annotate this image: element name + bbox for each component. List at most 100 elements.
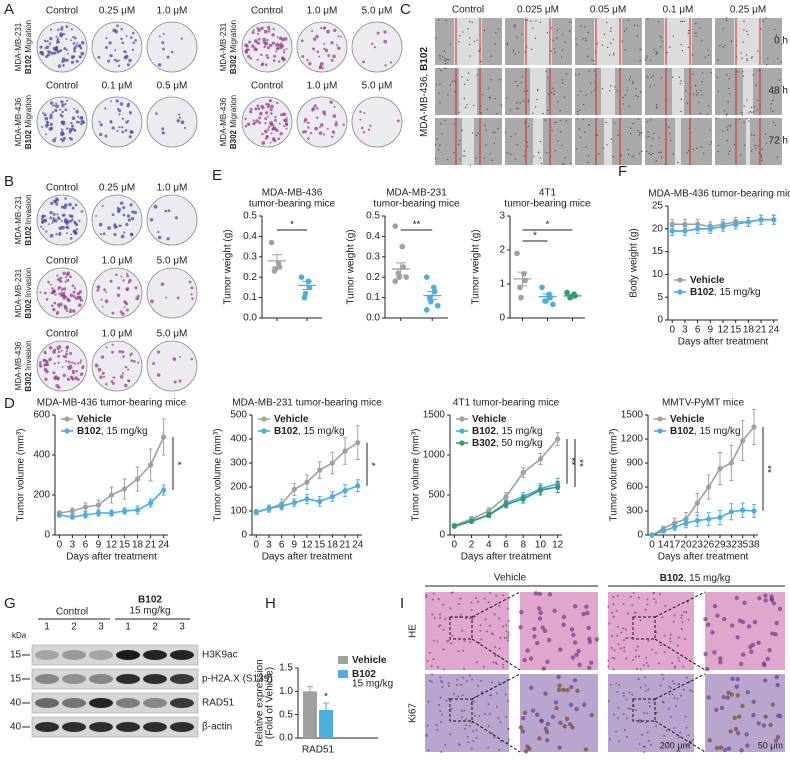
cell-speck bbox=[706, 113, 709, 115]
nucleus bbox=[433, 617, 436, 620]
cell-speck bbox=[173, 380, 177, 384]
legend-name: B302 bbox=[472, 438, 496, 449]
cell-speck bbox=[545, 70, 547, 73]
cell-speck bbox=[244, 50, 249, 54]
cell-speck bbox=[367, 128, 371, 132]
cell-speck bbox=[255, 119, 260, 123]
data-point bbox=[682, 228, 688, 234]
cell-speck bbox=[462, 31, 464, 33]
data-point bbox=[564, 289, 570, 296]
cell-speck bbox=[444, 119, 446, 122]
cell-speck bbox=[70, 28, 73, 31]
assay-name: Invasion bbox=[24, 267, 33, 299]
cell-speck bbox=[551, 129, 553, 132]
cell-speck bbox=[751, 56, 753, 58]
cell-speck bbox=[257, 37, 261, 41]
cell-speck bbox=[58, 279, 62, 283]
nucleus bbox=[669, 640, 672, 643]
cell-speck bbox=[326, 29, 330, 34]
nucleus bbox=[457, 602, 460, 605]
y-axis-label: Tumor weight (g) bbox=[223, 229, 234, 304]
cell-speck bbox=[51, 221, 54, 224]
row-label: MDA-MB-436 bbox=[14, 97, 23, 146]
cell-speck bbox=[71, 361, 74, 364]
cell-speck bbox=[743, 121, 745, 123]
column-header: 5.0 μM bbox=[157, 256, 188, 267]
cell-speck bbox=[384, 64, 387, 67]
nucleus bbox=[629, 707, 632, 710]
cell-speck bbox=[42, 219, 46, 222]
cell-speck bbox=[62, 64, 65, 67]
cell-speck bbox=[383, 39, 388, 44]
cell-speck bbox=[58, 233, 62, 236]
nucleus bbox=[546, 637, 552, 643]
legend-label: B102, 15 mg/kg bbox=[274, 426, 345, 437]
cell-speck bbox=[576, 118, 579, 120]
cell-speck bbox=[754, 147, 757, 150]
cell-speck bbox=[44, 133, 47, 136]
cell-speck bbox=[762, 20, 765, 22]
cell-speck bbox=[333, 28, 337, 33]
cell-speck bbox=[283, 51, 286, 54]
cell-speck bbox=[130, 233, 134, 237]
cell-speck bbox=[695, 22, 697, 25]
y-tick-label: 300 bbox=[230, 458, 247, 469]
cell-speck bbox=[666, 52, 668, 54]
legend-swatch bbox=[338, 656, 348, 664]
nucleus bbox=[686, 744, 689, 747]
nucleus bbox=[471, 617, 474, 620]
nucleus bbox=[565, 688, 570, 693]
data-point bbox=[329, 460, 335, 466]
cell-speck bbox=[269, 141, 272, 144]
cell-speck bbox=[104, 299, 109, 304]
nucleus bbox=[677, 683, 680, 686]
cell-speck bbox=[494, 43, 496, 45]
nucleus bbox=[498, 617, 501, 620]
series-line bbox=[651, 509, 755, 536]
cell-speck bbox=[265, 64, 268, 67]
cell-speck bbox=[254, 46, 257, 49]
data-point bbox=[268, 239, 275, 246]
cell-speck bbox=[696, 147, 698, 149]
cell-speck bbox=[580, 90, 582, 92]
cell-speck bbox=[251, 31, 255, 35]
column-header: 0.025 μM bbox=[517, 5, 559, 16]
data-point bbox=[69, 514, 75, 520]
legend-note: , 15 mg/kg bbox=[496, 426, 543, 437]
cell-speck bbox=[464, 155, 466, 157]
nucleus bbox=[689, 689, 692, 692]
cell-speck bbox=[271, 128, 274, 131]
cell-speck bbox=[111, 311, 115, 315]
nucleus bbox=[662, 677, 665, 680]
nucleus bbox=[464, 718, 467, 721]
data-point bbox=[720, 223, 726, 230]
nucleus bbox=[537, 736, 542, 741]
cell-speck bbox=[264, 137, 268, 140]
data-point bbox=[317, 467, 323, 473]
x-axis-label: Days after treatment bbox=[461, 552, 552, 563]
cell-speck bbox=[584, 131, 586, 133]
cell-speck bbox=[63, 121, 66, 123]
time-label: 72 h bbox=[769, 136, 788, 147]
x-axis-label: Days after treatment bbox=[262, 552, 353, 563]
lane-label: 1 bbox=[125, 622, 131, 633]
cell-speck bbox=[47, 53, 51, 57]
cell-speck bbox=[49, 216, 53, 220]
nucleus bbox=[473, 714, 476, 717]
nucleus bbox=[659, 684, 662, 687]
cell-speck bbox=[68, 202, 72, 207]
legend-note: , 15 mg/kg bbox=[101, 426, 148, 437]
nucleus bbox=[458, 743, 461, 746]
error-bar bbox=[307, 686, 313, 696]
nucleus bbox=[547, 592, 553, 597]
x-tick-label: 18 bbox=[743, 325, 755, 336]
cell-speck bbox=[64, 108, 68, 111]
cell-speck bbox=[637, 130, 639, 132]
x-tick-label: 38 bbox=[748, 540, 760, 551]
x-tick-label: 4 bbox=[486, 540, 492, 551]
cell-speck bbox=[516, 108, 518, 110]
error-bar bbox=[517, 271, 528, 287]
cell-speck bbox=[319, 126, 321, 129]
nucleus bbox=[638, 719, 641, 722]
cell-speck bbox=[60, 225, 63, 228]
